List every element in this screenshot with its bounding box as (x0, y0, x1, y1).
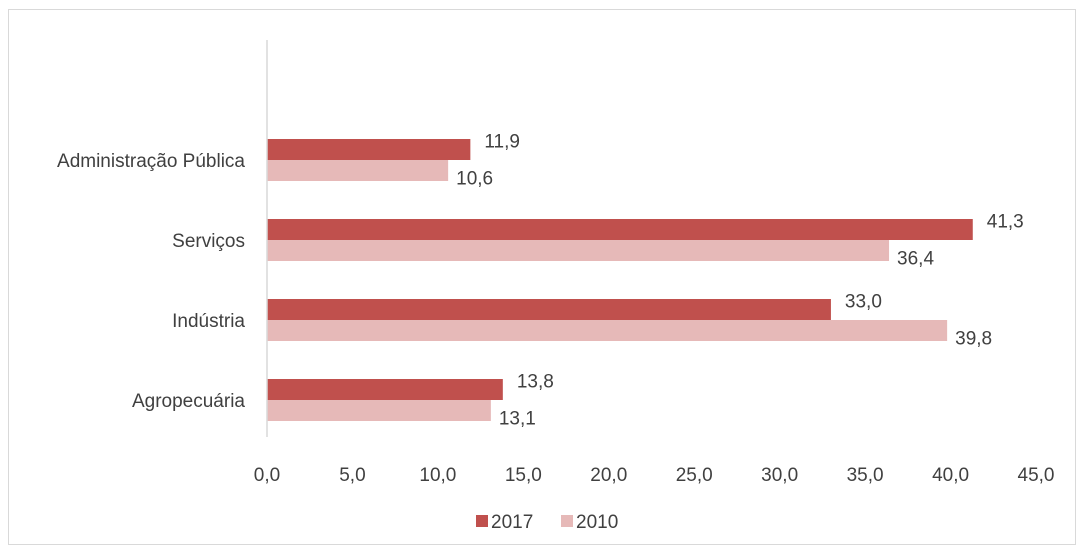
x-tick-label: 5,0 (339, 465, 365, 486)
x-tick-label: 20,0 (590, 465, 627, 486)
bar-2010-industria (267, 320, 948, 341)
bar-2017-agropecuaria (267, 379, 503, 400)
data-label-2017-agropecuaria: 13,8 (517, 372, 554, 393)
legend-label-2017: 2017 (491, 512, 533, 533)
data-label-2017-industria: 33,0 (845, 292, 882, 313)
bar-2017-industria (267, 299, 831, 320)
labels-group: Agropecuária 13,8 13,1 Indústria 33,0 39,8 Ser… (57, 132, 1054, 534)
x-tick-label: 15,0 (505, 465, 542, 486)
x-tick-label: 0,0 (254, 465, 280, 486)
data-label-2017-servicos: 41,3 (987, 212, 1024, 233)
x-tick-label: 35,0 (847, 465, 884, 486)
data-label-2010-administracao-publica: 10,6 (456, 169, 493, 190)
bar-2010-administracao-publica (267, 160, 449, 181)
x-tick-label: 40,0 (932, 465, 969, 486)
bar-2010-agropecuaria (267, 400, 491, 421)
legend-swatch-2017 (476, 515, 488, 527)
legend-label-2010: 2010 (576, 512, 618, 533)
data-label-2017-administracao-publica: 11,9 (484, 132, 520, 153)
legend-swatch-2010 (561, 515, 573, 527)
data-label-2010-servicos: 36,4 (897, 249, 934, 270)
bars-group (267, 139, 973, 421)
chart-frame (8, 9, 1076, 545)
category-label-agropecuaria: Agropecuária (132, 391, 245, 412)
category-label-servicos: Serviços (172, 231, 245, 252)
category-label-industria: Indústria (172, 311, 245, 332)
x-tick-label: 25,0 (676, 465, 713, 486)
x-tick-label: 10,0 (419, 465, 456, 486)
category-label-administracao-publica: Administração Pública (57, 151, 245, 172)
bar-2010-servicos (267, 240, 890, 261)
x-tick-label: 45,0 (1018, 465, 1055, 486)
data-label-2010-industria: 39,8 (955, 329, 992, 350)
bar-2017-servicos (267, 219, 973, 240)
bar-2017-administracao-publica (267, 139, 471, 160)
x-tick-label: 30,0 (761, 465, 798, 486)
data-label-2010-agropecuaria: 13,1 (499, 409, 536, 430)
